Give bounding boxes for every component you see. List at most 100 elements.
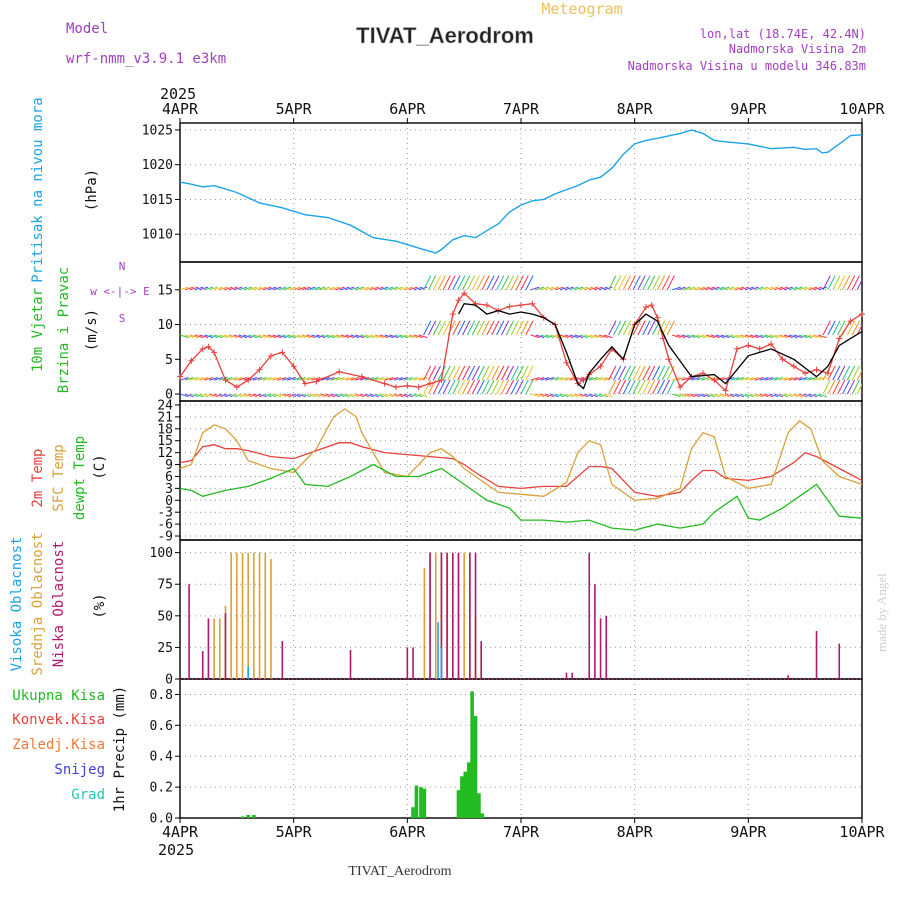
wind-speed-marker: [415, 384, 422, 391]
wind-barb: [779, 334, 788, 339]
wind-barb: [369, 393, 379, 398]
wind-barb: [837, 320, 846, 336]
wind-barb: [613, 275, 622, 291]
wind-barb: [574, 334, 584, 339]
wind-barb: [647, 320, 656, 336]
wind-barb: [510, 379, 519, 395]
wind-speed-marker: [722, 387, 729, 394]
wind-barb: [311, 377, 321, 381]
wind-barb: [345, 393, 355, 398]
panel-axis-label: (C): [92, 454, 108, 479]
wind-speed-marker: [392, 384, 399, 391]
wind-speed-marker: [461, 290, 468, 297]
y-tick-label: 1020: [142, 158, 173, 173]
wind-barb: [355, 286, 365, 291]
wind-barb: [184, 377, 194, 381]
wind-barb: [413, 377, 423, 381]
wind-barb: [749, 286, 759, 291]
wind-barb: [379, 286, 389, 291]
wind-barb: [696, 377, 706, 381]
wind-barb: [856, 279, 862, 291]
wind-barb: [666, 379, 675, 395]
wind-barb: [647, 379, 656, 395]
wind-barb: [364, 393, 374, 398]
wind-barb: [837, 275, 846, 291]
x-tick-label-bottom: 8APR: [617, 823, 654, 841]
credit-watermark: made by Angel: [874, 573, 889, 652]
wind-speed-marker: [859, 311, 865, 318]
wind-barb: [559, 377, 569, 381]
wind-barb: [180, 377, 189, 381]
y-tick-label: 0: [165, 673, 173, 688]
wind-barb: [384, 286, 394, 291]
wind-barb: [403, 334, 413, 339]
wind-barb: [622, 275, 632, 291]
wind-barb: [798, 334, 808, 339]
wind-barb: [301, 393, 311, 398]
wind-barb: [257, 334, 267, 339]
panel-axis-label: (%): [92, 593, 108, 618]
wind-barb: [218, 334, 228, 339]
wind-speed-marker: [847, 318, 854, 325]
wind-barb: [617, 365, 627, 381]
wind-barb: [666, 320, 675, 336]
wind-barb: [311, 334, 321, 339]
wind-barb: [369, 334, 379, 339]
wind-barb: [647, 275, 656, 291]
wind-barb: [505, 365, 515, 381]
wind-barb: [818, 393, 827, 398]
wind-barb: [374, 286, 384, 291]
wind-barb: [637, 379, 646, 395]
wind-barb: [754, 286, 764, 291]
wind-barb: [851, 320, 860, 336]
wind-speed-marker: [654, 314, 661, 321]
wind-barb: [837, 379, 846, 395]
wind-barb: [730, 286, 740, 291]
wind-barb: [749, 377, 759, 381]
wind-barb: [427, 365, 437, 381]
y-tick-label: 0.6: [150, 719, 173, 734]
wind-barb: [744, 393, 754, 398]
wind-barb: [306, 377, 316, 381]
wind-barb: [238, 377, 248, 381]
wind-barb: [486, 379, 495, 395]
wind-barb: [199, 334, 209, 339]
wind-barb: [345, 377, 355, 381]
wind-speed-marker: [404, 382, 411, 389]
y-tick-label: 3: [165, 482, 173, 497]
wind-barb: [593, 286, 603, 291]
wind-barb: [769, 377, 779, 381]
wind-barb: [530, 377, 540, 381]
wind-barb: [720, 393, 730, 398]
wind-barb: [476, 365, 485, 381]
wind-barb: [774, 286, 784, 291]
precip-bar: [460, 776, 464, 818]
wind-barb: [267, 334, 277, 339]
wind-barb: [189, 377, 199, 381]
wind-barb: [374, 377, 384, 381]
wind-barb: [730, 334, 740, 339]
wind-barb: [432, 320, 442, 336]
wind-barb: [394, 377, 404, 381]
wind-barb: [462, 379, 471, 395]
wind-barb: [846, 379, 856, 395]
wind-barb: [389, 286, 399, 291]
wind-barb: [394, 286, 404, 291]
wind-barb: [209, 286, 218, 291]
wind-barb: [569, 286, 579, 291]
wind-barb: [437, 379, 446, 395]
wind-barb: [832, 379, 841, 395]
wind-barb: [545, 286, 555, 291]
wind-barb: [627, 379, 636, 395]
wind-barb: [321, 377, 331, 381]
wind-barb: [656, 275, 666, 291]
wind-barb: [842, 379, 851, 395]
precip-bar: [456, 790, 461, 818]
wind-barb: [647, 365, 656, 381]
wind-barb: [627, 275, 636, 291]
wind-barb: [705, 377, 715, 381]
wind-speed-marker: [563, 359, 570, 366]
wind-barb: [535, 393, 545, 398]
wind-barb: [423, 320, 432, 336]
temp-line-sfc: [179, 408, 863, 501]
